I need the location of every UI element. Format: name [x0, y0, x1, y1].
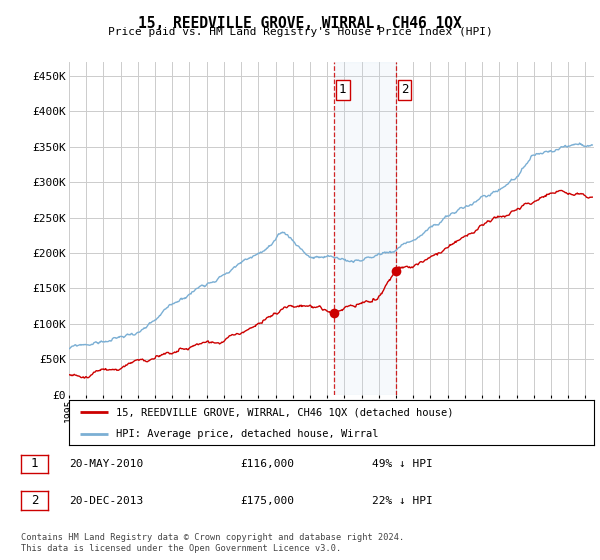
Text: 22% ↓ HPI: 22% ↓ HPI — [372, 496, 433, 506]
Text: 1: 1 — [31, 458, 38, 470]
Bar — [334, 62, 395, 395]
Text: 20-MAY-2010: 20-MAY-2010 — [69, 459, 143, 469]
Text: 1: 1 — [339, 83, 346, 96]
Text: Price paid vs. HM Land Registry's House Price Index (HPI): Price paid vs. HM Land Registry's House … — [107, 27, 493, 37]
Text: £175,000: £175,000 — [240, 496, 294, 506]
Text: 49% ↓ HPI: 49% ↓ HPI — [372, 459, 433, 469]
Text: 15, REEDVILLE GROVE, WIRRAL, CH46 1QX (detached house): 15, REEDVILLE GROVE, WIRRAL, CH46 1QX (d… — [116, 408, 454, 418]
Text: 2: 2 — [401, 83, 408, 96]
Text: HPI: Average price, detached house, Wirral: HPI: Average price, detached house, Wirr… — [116, 429, 379, 439]
Text: 2: 2 — [31, 494, 38, 507]
Text: Contains HM Land Registry data © Crown copyright and database right 2024.
This d: Contains HM Land Registry data © Crown c… — [21, 533, 404, 553]
Text: £116,000: £116,000 — [240, 459, 294, 469]
Text: 20-DEC-2013: 20-DEC-2013 — [69, 496, 143, 506]
Text: 15, REEDVILLE GROVE, WIRRAL, CH46 1QX: 15, REEDVILLE GROVE, WIRRAL, CH46 1QX — [138, 16, 462, 31]
